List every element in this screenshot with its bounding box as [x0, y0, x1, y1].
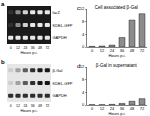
- svg-text:0: 0: [82, 44, 85, 49]
- svg-text:36: 36: [120, 48, 125, 53]
- svg-text:12: 12: [100, 48, 105, 53]
- svg-text:a: a: [1, 1, 5, 7]
- svg-text:72: 72: [45, 46, 49, 50]
- svg-text:36: 36: [30, 45, 35, 50]
- svg-text:24: 24: [23, 103, 28, 108]
- svg-text:8: 8: [82, 77, 85, 82]
- svg-text:Hours p.i.: Hours p.i.: [108, 53, 125, 58]
- svg-text:24: 24: [23, 45, 28, 50]
- svg-text:GAPDH: GAPDH: [53, 93, 67, 98]
- svg-text:β-Gal in supernatant: β-Gal in supernatant: [96, 63, 138, 68]
- svg-text:36: 36: [120, 106, 125, 111]
- svg-text:4: 4: [82, 90, 85, 95]
- svg-text:0: 0: [91, 48, 94, 53]
- svg-text:72: 72: [140, 106, 145, 111]
- svg-text:24: 24: [110, 106, 115, 111]
- svg-text:d: d: [77, 63, 80, 69]
- svg-text:Hours p.i.: Hours p.i.: [20, 108, 37, 113]
- svg-text:12: 12: [80, 64, 85, 69]
- svg-text:12: 12: [16, 46, 20, 50]
- svg-text:b: b: [1, 59, 5, 65]
- svg-text:48: 48: [130, 48, 135, 53]
- svg-text:Cell associated β-Gal: Cell associated β-Gal: [95, 5, 138, 10]
- svg-text:β-Gal: β-Gal: [53, 68, 63, 73]
- svg-text:24: 24: [110, 48, 115, 53]
- svg-text:12: 12: [16, 104, 20, 108]
- svg-text:12: 12: [80, 6, 85, 11]
- svg-text:12: 12: [100, 106, 105, 111]
- svg-text:KDEL-GFP: KDEL-GFP: [53, 23, 73, 28]
- svg-text:48: 48: [130, 106, 135, 111]
- svg-text:KDEL-GFP: KDEL-GFP: [53, 81, 73, 86]
- svg-text:48: 48: [38, 46, 42, 50]
- svg-text:8: 8: [82, 19, 85, 24]
- svg-text:4: 4: [82, 32, 85, 37]
- svg-text:lacZ: lacZ: [53, 10, 61, 15]
- svg-text:GAPDH: GAPDH: [53, 35, 67, 40]
- svg-text:72: 72: [45, 104, 49, 108]
- svg-text:0: 0: [10, 104, 12, 108]
- svg-text:Hours p.i.: Hours p.i.: [108, 111, 125, 116]
- svg-text:48: 48: [38, 104, 42, 108]
- svg-text:c: c: [77, 5, 80, 11]
- svg-text:36: 36: [30, 103, 35, 108]
- svg-text:72: 72: [140, 48, 145, 53]
- svg-text:0: 0: [82, 102, 85, 107]
- svg-text:Hours p.i.: Hours p.i.: [20, 50, 37, 55]
- svg-text:0: 0: [10, 46, 12, 50]
- svg-text:0: 0: [91, 106, 94, 111]
